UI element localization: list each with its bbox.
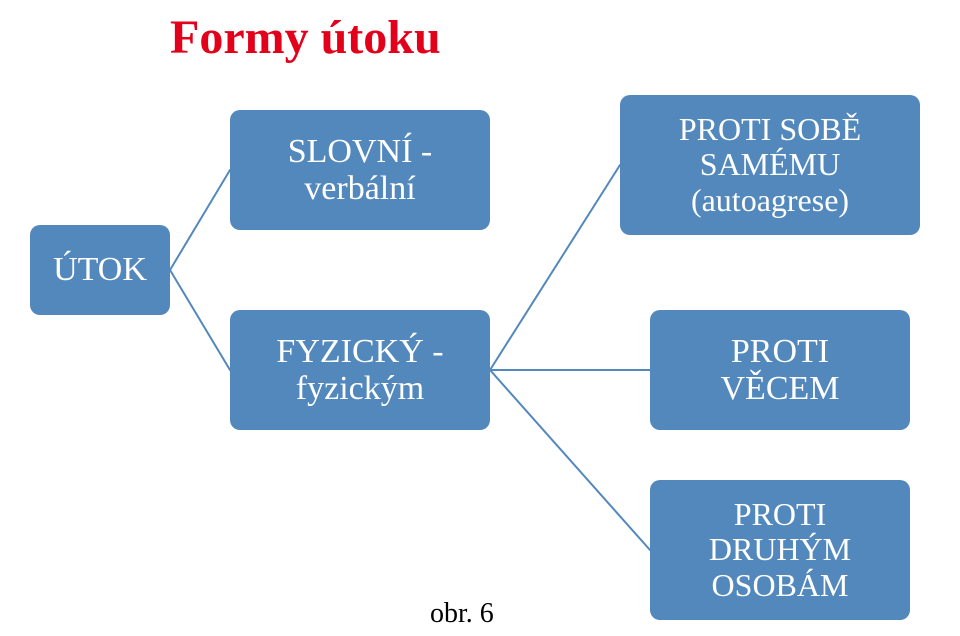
node-fyzicky: FYZICKÝ -fyzickým bbox=[230, 310, 490, 430]
node-fyzicky-label: FYZICKÝ -fyzickým bbox=[240, 333, 480, 408]
node-utok: ÚTOK bbox=[30, 225, 170, 315]
figure-caption: obr. 6 bbox=[430, 598, 494, 630]
node-utok-label: ÚTOK bbox=[40, 251, 160, 288]
node-proti-druhym: PROTIDRUHÝMOSOBÁM bbox=[650, 480, 910, 620]
node-slovni-label: SLOVNÍ -verbální bbox=[240, 133, 480, 208]
node-proti-sobe-label: PROTI SOBĚSAMÉMU(autoagrese) bbox=[630, 112, 910, 218]
diagram-title: Formy útoku bbox=[170, 10, 441, 65]
node-proti-vecem-label: PROTIVĚCEM bbox=[660, 333, 900, 408]
node-slovni: SLOVNÍ -verbální bbox=[230, 110, 490, 230]
diagram-stage: Formy útoku ÚTOK SLOVNÍ -verbální FYZICK… bbox=[0, 0, 960, 636]
node-proti-vecem: PROTIVĚCEM bbox=[650, 310, 910, 430]
node-proti-druhym-label: PROTIDRUHÝMOSOBÁM bbox=[660, 497, 900, 603]
node-proti-sobe: PROTI SOBĚSAMÉMU(autoagrese) bbox=[620, 95, 920, 235]
